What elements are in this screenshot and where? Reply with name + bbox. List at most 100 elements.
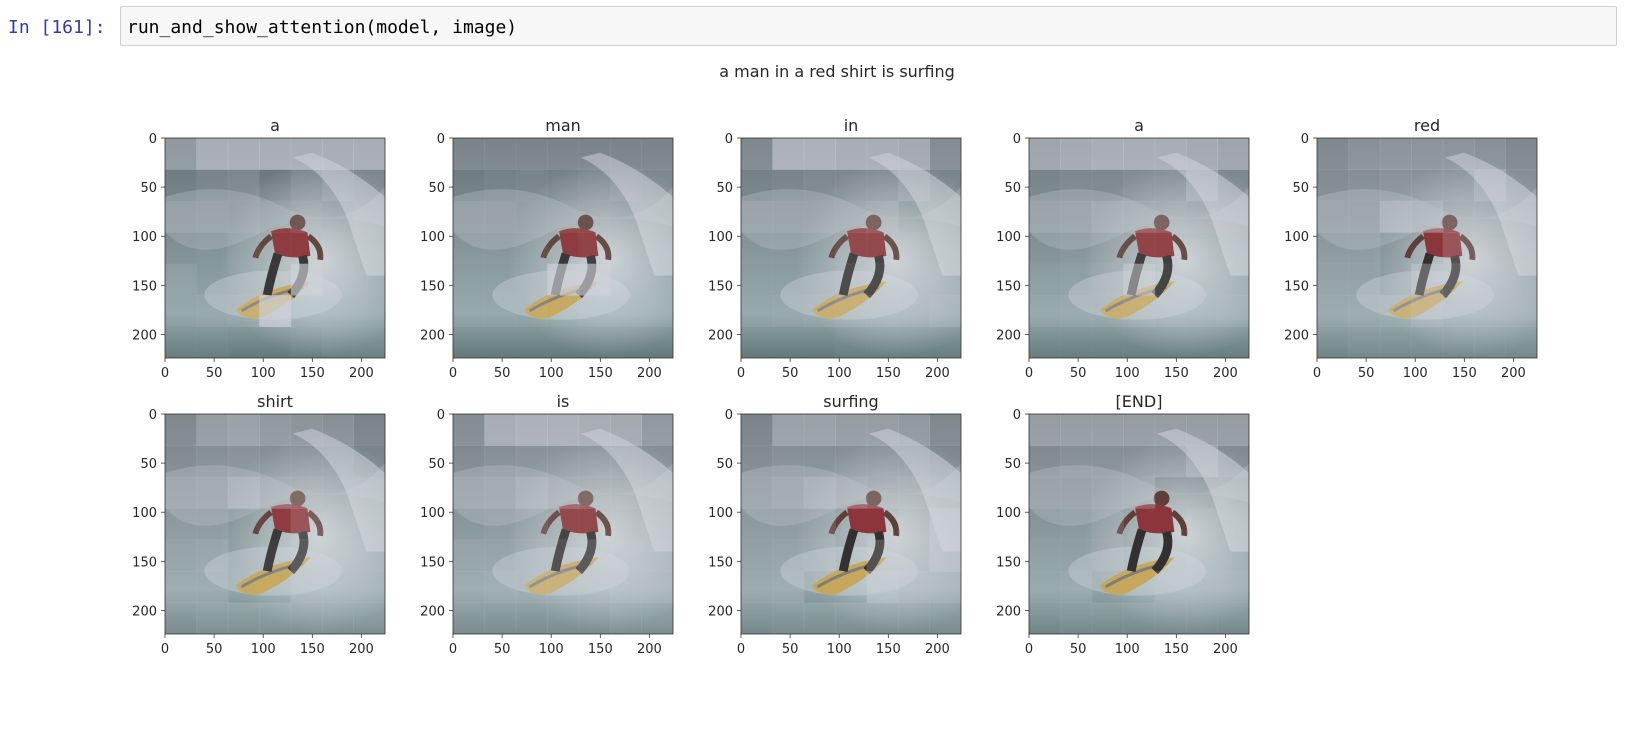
attention-cell xyxy=(1123,445,1156,478)
x-tick-label: 200 xyxy=(349,642,374,657)
attention-cell xyxy=(1442,169,1475,202)
attention-cell xyxy=(929,571,962,603)
attention-cell xyxy=(641,476,674,509)
attention-cell xyxy=(259,326,292,359)
attention-cell xyxy=(547,476,580,509)
attention-cell xyxy=(515,232,548,265)
y-tick-label: 100 xyxy=(132,506,157,521)
attention-cell xyxy=(898,295,930,327)
attention-cell xyxy=(1060,169,1093,202)
attention-cell xyxy=(196,295,229,327)
attention-cell xyxy=(641,602,674,635)
attention-cell xyxy=(196,138,229,170)
attention-cell xyxy=(1186,169,1218,202)
panel-title: red xyxy=(1414,116,1440,135)
attention-cell xyxy=(484,169,517,202)
attention-cell xyxy=(741,539,773,572)
axes-frame xyxy=(1028,137,1250,359)
attention-cell xyxy=(1348,263,1381,296)
attention-cell xyxy=(578,295,611,327)
attention-cell xyxy=(227,539,260,572)
attention-cell xyxy=(322,169,354,202)
attention-cell xyxy=(547,169,580,202)
axes-frame xyxy=(164,413,386,635)
attention-cell xyxy=(1348,295,1381,327)
attention-cell xyxy=(772,602,805,635)
attention-cell xyxy=(866,263,899,296)
attention-cell xyxy=(641,326,674,359)
attention-cell xyxy=(259,414,292,446)
attention-cell xyxy=(353,476,386,509)
attention-cell xyxy=(484,138,517,170)
attention-cell xyxy=(227,414,260,446)
attention-cell xyxy=(866,295,899,327)
x-tick-label: 150 xyxy=(588,642,613,657)
code-cell-input[interactable]: run_and_show_attention(model, image) xyxy=(120,6,1617,46)
attention-cell xyxy=(453,539,485,572)
attention-cell xyxy=(547,445,580,478)
x-tick-label: 100 xyxy=(251,642,276,657)
axes-frame xyxy=(452,413,674,635)
attention-cell xyxy=(1217,138,1250,170)
attention-cell xyxy=(453,295,485,327)
attention-cell xyxy=(1123,200,1156,233)
attention-cell xyxy=(353,414,386,446)
y-tick-label: 100 xyxy=(708,230,733,245)
attention-cell xyxy=(484,414,517,446)
attention-panel: red 0 50 100 150 200 0 50 100 150 200 xyxy=(1284,116,1538,381)
panel-title: a xyxy=(1134,116,1144,135)
attention-cell xyxy=(772,200,805,233)
x-tick-label: 100 xyxy=(539,642,564,657)
attention-cell xyxy=(1154,295,1187,327)
attention-cell xyxy=(1186,232,1218,265)
attention-cell xyxy=(1029,414,1061,446)
attention-cell xyxy=(1060,602,1093,635)
attention-cell xyxy=(866,200,899,233)
attention-cell xyxy=(641,263,674,296)
attention-cell xyxy=(322,539,354,572)
attention-cell xyxy=(1379,200,1412,233)
x-tick-label: 50 xyxy=(206,366,223,381)
y-tick-label: 200 xyxy=(708,328,733,343)
attention-cell xyxy=(227,169,260,202)
attention-cell xyxy=(453,414,485,446)
x-tick-label: 50 xyxy=(494,366,511,381)
attention-cell xyxy=(641,200,674,233)
attention-cell xyxy=(1474,326,1506,359)
y-tick-label: 100 xyxy=(420,230,445,245)
attention-cell xyxy=(1505,169,1538,202)
attention-cell xyxy=(803,138,836,170)
attention-cell xyxy=(741,602,773,635)
attention-cell xyxy=(290,295,323,327)
x-tick-label: 100 xyxy=(251,366,276,381)
cell-prompt: In [161]: xyxy=(8,17,106,38)
attention-cell xyxy=(259,571,292,603)
attention-cell xyxy=(741,476,773,509)
attention-cell xyxy=(866,138,899,170)
attention-cell xyxy=(1186,571,1218,603)
attention-cell xyxy=(453,138,485,170)
attention-cell xyxy=(866,539,899,572)
attention-cell xyxy=(322,326,354,359)
attention-cell xyxy=(1029,232,1061,265)
attention-cell xyxy=(1091,326,1124,359)
attention-cell xyxy=(259,138,292,170)
x-tick-label: 0 xyxy=(737,642,745,657)
axes-frame xyxy=(1316,137,1538,359)
attention-cell xyxy=(1154,169,1187,202)
attention-cell xyxy=(1154,602,1187,635)
attention-cell xyxy=(835,200,868,233)
attention-panel: in 0 50 100 150 200 0 50 100 150 200 xyxy=(708,116,962,381)
attention-cell xyxy=(547,295,580,327)
attention-cell xyxy=(1348,169,1381,202)
x-tick-label: 100 xyxy=(827,366,852,381)
attention-cell xyxy=(1411,232,1444,265)
attention-cell xyxy=(165,138,197,170)
attention-cell xyxy=(1123,138,1156,170)
x-tick-label: 100 xyxy=(1403,366,1428,381)
attention-cell xyxy=(1186,295,1218,327)
attention-cell xyxy=(1317,295,1349,327)
y-tick-label: 0 xyxy=(437,132,445,147)
cell-code[interactable]: run_and_show_attention(model, image) xyxy=(127,17,518,38)
attention-cell xyxy=(929,232,962,265)
